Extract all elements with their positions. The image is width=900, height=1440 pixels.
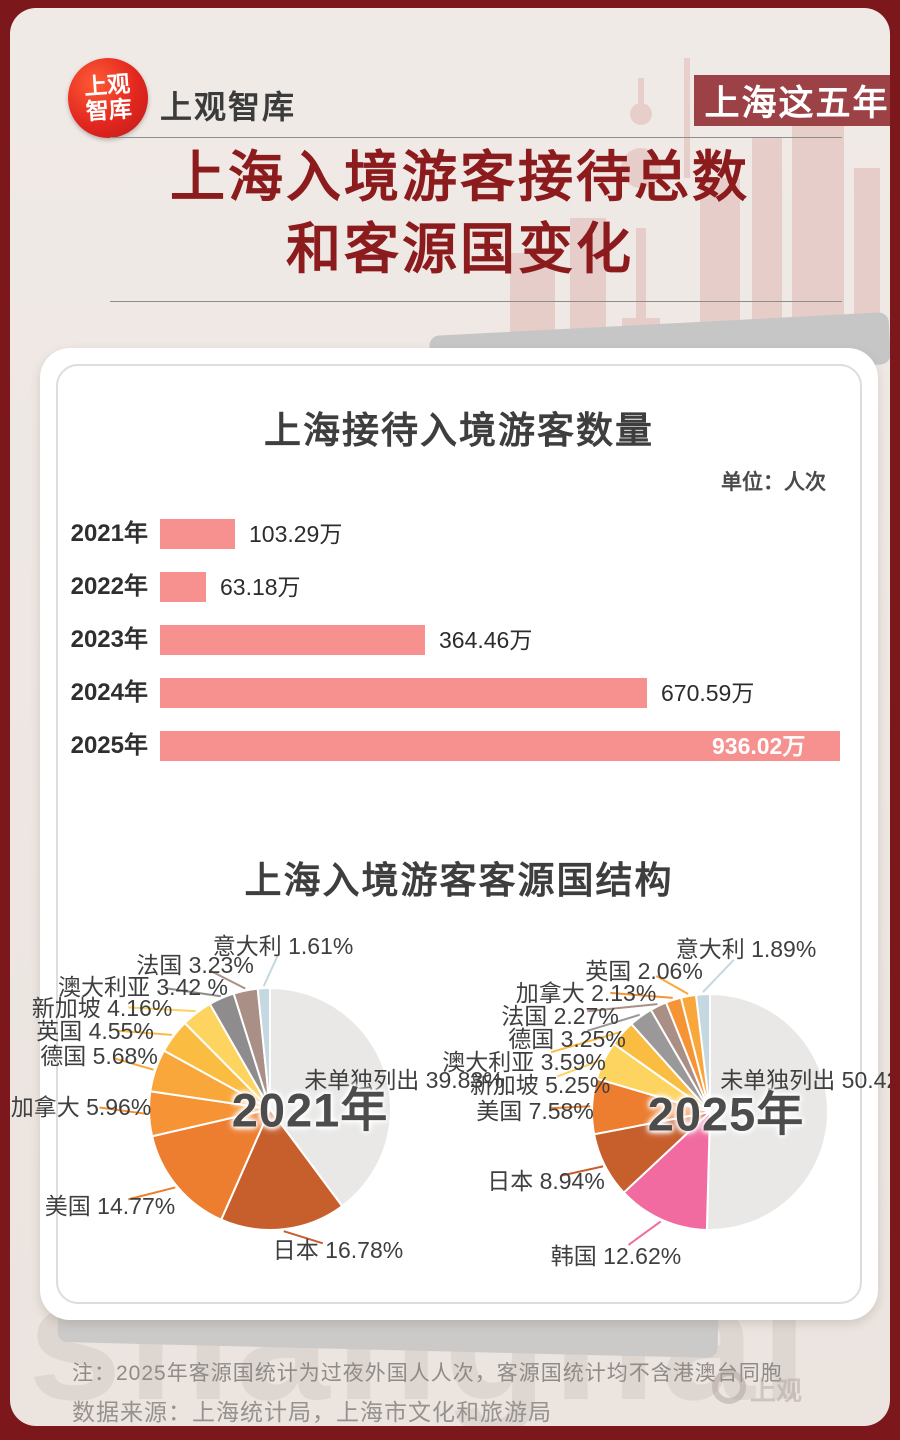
bar-category-label: 2025年 (70, 732, 148, 759)
unit-label: 单位：人次 (721, 471, 826, 494)
pie-slice-label: 法国 3.23% (136, 952, 254, 978)
pie-slice (269, 986, 392, 1208)
bar-chart: 2021年 103.29万 2022年 63.18万 2023年 364.46万 2024年… (50, 519, 870, 819)
bar (160, 519, 235, 549)
series-badge: 上海这五年 (694, 75, 890, 126)
page-title-line2: 和客源国变化 (285, 218, 634, 280)
bar-row: 2024年 670.59万 (50, 678, 870, 708)
pie-leader-line (655, 975, 689, 995)
bar (160, 731, 840, 761)
bar-category-label: 2021年 (70, 520, 148, 547)
pie-slice-label: 英国 4.55% (36, 1018, 154, 1044)
pie-slice-label: 加拿大 2.13% (515, 980, 657, 1006)
bar-value-label: 670.59万 (661, 680, 755, 706)
pie-leader-line (550, 1105, 591, 1110)
pie-leader-line (128, 1186, 176, 1201)
pie-year-label: 2021年 (231, 1083, 389, 1137)
pie-slice-label: 日本 16.78% (272, 1237, 404, 1263)
pie-leader-line (561, 1165, 604, 1177)
pie-slice-label: 澳大利亚 3.59% (442, 1049, 606, 1075)
pie-leader-line (208, 969, 246, 990)
bar-row: 2022年 63.18万 (50, 572, 870, 602)
title-rule-top (110, 137, 842, 138)
bar-value-label: 63.18万 (220, 574, 301, 600)
bar-value-label: 364.46万 (439, 627, 533, 653)
pie-slice (150, 1107, 272, 1222)
pie-leader-line (262, 955, 279, 987)
bar-category-label: 2023年 (70, 626, 148, 653)
pie-section-title: 上海入境游客客源国结构 (244, 860, 674, 901)
pie-slice (622, 1109, 712, 1231)
pie-year-label: 2025年 (647, 1087, 805, 1141)
pie-leader-line (610, 991, 673, 999)
bar-chart-title: 上海接待入境游客数量 (264, 410, 654, 451)
pie-leader-line (99, 1106, 148, 1115)
pie-slice-label: 日本 8.94% (487, 1168, 605, 1194)
pie-slice-label: 美国 7.58% (476, 1098, 594, 1124)
pie-svg (99, 955, 829, 1246)
bar (160, 678, 647, 708)
pie-leader-line (702, 958, 735, 993)
pie-leader-line (116, 1029, 172, 1036)
footnote: 注：2025年客源国统计为过夜外国人人次，客源国统计均不含港澳台同胞 (72, 1362, 783, 1385)
pie-slice-label: 德国 5.68% (40, 1043, 158, 1069)
pie-slice-label: 新加坡 5.25% (469, 1072, 611, 1098)
pie-slice-label: 德国 3.25% (508, 1026, 626, 1052)
bar-category-label: 2024年 (70, 679, 148, 706)
pie-slice-label: 澳大利亚 3.42 % (58, 974, 228, 1000)
pie-leader-line (164, 987, 221, 998)
pie-leader-line (627, 1220, 662, 1246)
pie-slice-label: 英国 2.06% (585, 958, 703, 984)
charts-card: 上海接待入境游客数量 单位：人次 2021年 103.29万 2022年 63.18万… (11, 348, 890, 1320)
pie-slice (705, 992, 829, 1231)
page-title-line1: 上海入境游客接待总数 (169, 146, 750, 208)
title-rule-bottom (110, 301, 842, 302)
ring-icon (711, 1370, 746, 1404)
pie-slice-label: 韩国 12.62% (550, 1243, 682, 1269)
pie-slice-label: 意大利 1.89% (675, 936, 817, 962)
bar-value-label: 936.02万 (712, 733, 806, 759)
logo-wordmark: 上观智库 (160, 89, 297, 125)
bar-value-label: 103.29万 (249, 521, 343, 547)
pie-leader-line (587, 1013, 640, 1032)
bar (160, 572, 206, 602)
pie-leader-line (113, 1057, 154, 1071)
pie-slice-label: 未单独列出 50.42% (720, 1067, 890, 1093)
pie-slice (694, 992, 711, 1113)
bar-category-label: 2022年 (70, 573, 148, 600)
data-source: 数据来源：上海统计局，上海市文化和旅游局 (72, 1399, 552, 1425)
pie-leader-line (587, 1003, 658, 1013)
bar (160, 625, 425, 655)
bar-row: 2025年 936.02万 (50, 731, 870, 761)
content-panel: shanghai 上观 智库 上观智库 上海这五年 上海入境游客接待总数 和客源… (10, 8, 890, 1426)
pie-slice-label: 新加坡 4.16% (31, 995, 173, 1021)
bar-row: 2021年 103.29万 (50, 519, 870, 549)
pie-slice (219, 1107, 344, 1231)
pie-leader-line (557, 1058, 603, 1078)
pie-slice (256, 986, 271, 1110)
pie-leader-line (283, 1230, 324, 1245)
pie-slice-label: 美国 14.77% (44, 1193, 176, 1219)
bar-row: 2023年 364.46万 (50, 625, 870, 655)
pie-leader-line (550, 1031, 621, 1054)
shangguan-corner-watermark: 上观 (711, 1370, 802, 1408)
pie-slice-label: 未单独列出 39.83% (304, 1067, 504, 1093)
logo-line2: 智库 (84, 95, 133, 125)
shangguan-logo-badge: 上观 智库 (65, 55, 151, 141)
pie-slice-label: 加拿大 5.96% (10, 1094, 152, 1120)
pie-leader-line (128, 1006, 196, 1013)
pie-slice-label: 法国 2.27% (501, 1003, 619, 1029)
pie-slice-label: 意大利 1.61% (212, 933, 354, 959)
pie-charts: 未单独列出 39.83% 日本 16.78% 美国 14.77% 加拿大 5.96% 德… (11, 918, 890, 1320)
